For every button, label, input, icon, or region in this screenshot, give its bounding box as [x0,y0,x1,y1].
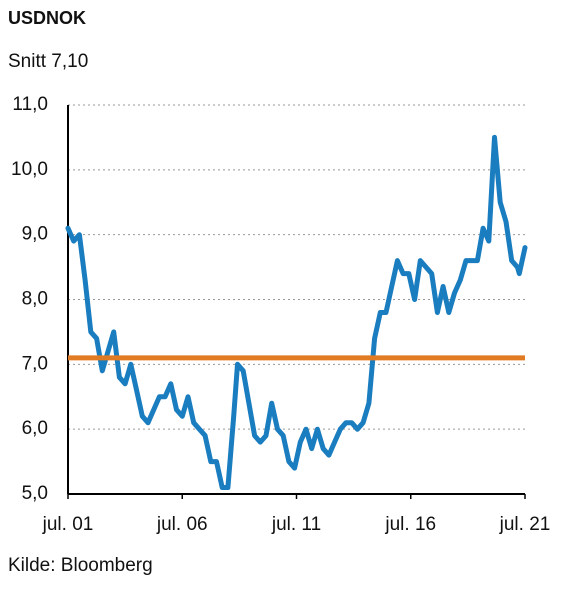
y-tick-label: 8,0 [22,289,48,310]
line-series [65,134,528,490]
y-tick-label: 10,0 [11,159,48,180]
y-tick-label: 7,0 [22,353,48,374]
x-tick-label: jul. 06 [156,514,208,535]
chart-title: USDNOK [8,8,86,28]
y-tick-label: 6,0 [22,418,48,439]
y-tick-label: 9,0 [22,224,48,245]
x-tick-label: jul. 11 [271,514,321,535]
x-tick-label: jul. 16 [384,514,436,535]
y-tick-label: 5,0 [22,483,48,504]
x-tick-label: jul. 01 [42,514,94,535]
y-tick-label: 11,0 [12,94,48,115]
x-tick-label: jul. 21 [499,514,551,535]
source: Kilde: Bloomberg [8,555,153,576]
chart-subtitle: Snitt 7,10 [8,51,88,72]
